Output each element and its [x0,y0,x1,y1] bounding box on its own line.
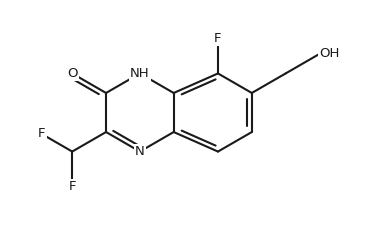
Text: NH: NH [130,67,150,80]
Text: O: O [67,67,77,80]
Text: F: F [38,128,45,140]
Text: F: F [214,32,222,45]
Text: N: N [135,145,145,158]
Text: F: F [69,180,76,193]
Text: OH: OH [319,47,340,60]
